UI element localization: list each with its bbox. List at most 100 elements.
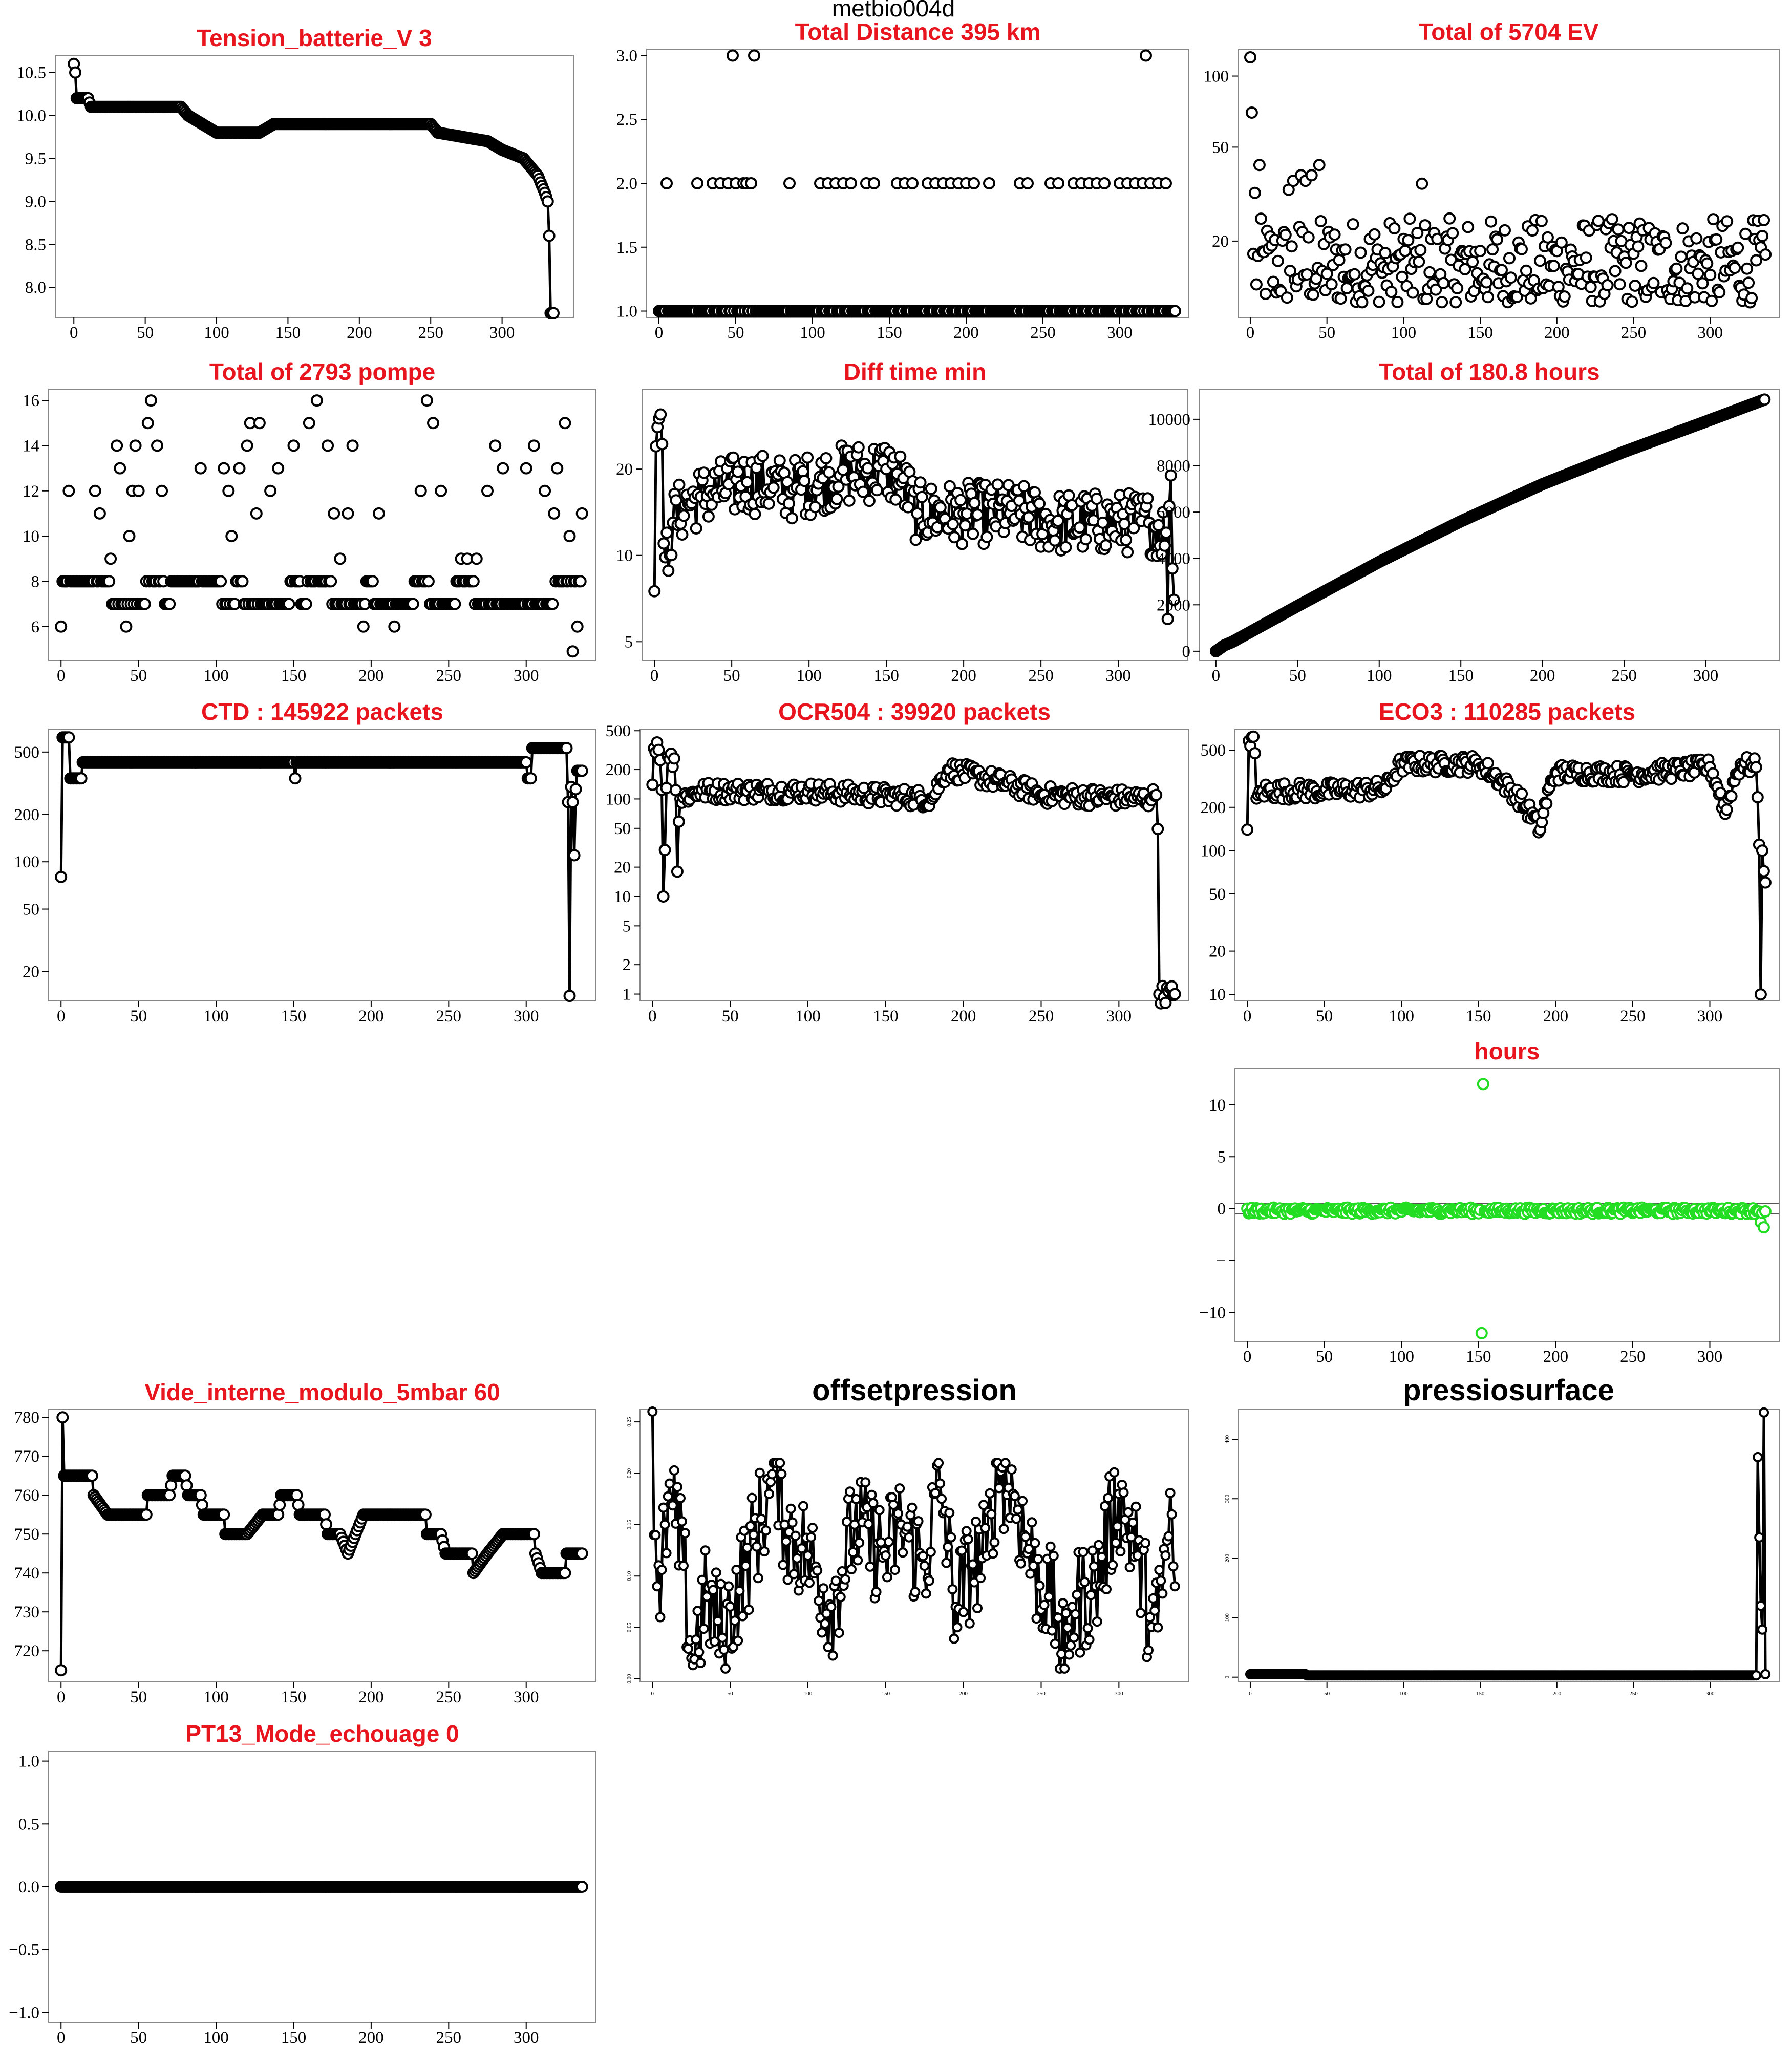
data-point	[138, 598, 151, 610]
x-tick-label: 0	[57, 1688, 66, 1706]
data-point	[427, 417, 439, 430]
data-point	[1254, 212, 1267, 225]
y-tick-label: 0.00	[626, 1674, 632, 1684]
x-tick-label: 100	[203, 1007, 229, 1026]
x-tick-label: 50	[130, 667, 147, 685]
data-point	[767, 1469, 778, 1480]
data-point	[1107, 1560, 1118, 1570]
data-point	[1437, 276, 1450, 289]
y-tick-label: 100	[1204, 68, 1229, 86]
data-point	[470, 552, 483, 565]
data-point	[888, 1500, 899, 1510]
data-point	[848, 1547, 858, 1558]
data-point	[1707, 213, 1720, 226]
data-point	[1092, 1616, 1102, 1627]
x-tick-label: 0	[648, 1007, 657, 1026]
x-tick-label: 100	[203, 667, 229, 685]
data-point	[1721, 215, 1734, 228]
data-point	[1580, 251, 1592, 264]
data-point	[807, 1523, 818, 1533]
data-point	[114, 462, 126, 475]
data-point	[1756, 230, 1769, 242]
data-point	[272, 1508, 285, 1521]
y-tick-label: 20	[23, 963, 39, 982]
y-tick-label: 4000	[1157, 550, 1190, 568]
data-point	[318, 1508, 331, 1521]
data-point	[527, 439, 540, 452]
x-tick-label: 250	[1037, 1691, 1046, 1697]
data-point	[677, 509, 690, 522]
y-tick-label: 20	[614, 859, 631, 877]
x-tick-label: 50	[1316, 1007, 1333, 1026]
y-tick-label: 8.0	[25, 279, 46, 297]
data-point	[845, 177, 857, 189]
panel-distance: Total Distance 395 km0 50 100 150 200 250 3001…	[616, 18, 1189, 342]
data-point	[863, 495, 876, 507]
data-point	[727, 451, 740, 464]
y-tick-label: 10	[1209, 986, 1226, 1004]
data-point	[1592, 215, 1605, 227]
data-point	[740, 1561, 751, 1571]
data-point	[1475, 1327, 1488, 1339]
data-point	[1096, 1551, 1107, 1562]
y-tick-label: 770	[14, 1447, 40, 1466]
data-point	[1039, 1599, 1050, 1610]
data-point	[1670, 262, 1683, 275]
data-point	[1751, 791, 1764, 803]
data-point	[86, 1469, 98, 1482]
data-point	[180, 1479, 193, 1492]
y-tick-label: 50	[614, 820, 631, 838]
data-point	[1017, 480, 1030, 493]
data-point	[654, 408, 667, 421]
y-tick-label: 0.20	[626, 1468, 632, 1478]
data-point	[782, 497, 795, 510]
data-point	[563, 990, 576, 1002]
data-point	[1420, 292, 1433, 305]
data-point	[1758, 393, 1771, 406]
data-point	[1696, 277, 1709, 290]
data-point	[1754, 988, 1767, 1001]
data-point	[690, 522, 702, 535]
data-point	[1520, 264, 1532, 277]
data-point	[783, 177, 796, 189]
data-point	[1101, 1584, 1112, 1594]
y-tick-label: 2000	[1157, 596, 1190, 614]
data-point	[520, 756, 532, 769]
data-point	[907, 1502, 918, 1513]
data-point	[1249, 747, 1262, 760]
data-point	[539, 484, 551, 497]
data-point	[547, 307, 560, 319]
x-tick-label: 250	[1028, 667, 1054, 685]
x-tick-label: 200	[358, 2029, 384, 2047]
data-point	[759, 1546, 770, 1557]
data-point	[671, 865, 684, 878]
x-tick-label: 250	[1030, 324, 1056, 342]
chart-title: CTD : 145922 packets	[201, 698, 443, 725]
data-point	[55, 870, 68, 883]
data-point	[1165, 1488, 1176, 1498]
y-tick-label: 750	[14, 1525, 40, 1544]
data-point	[854, 1538, 865, 1548]
data-point	[827, 1650, 838, 1661]
data-point	[1619, 257, 1632, 269]
chart-title: Total Distance 395 km	[795, 18, 1041, 45]
data-point	[1033, 1554, 1043, 1564]
x-tick-label: 250	[418, 324, 443, 342]
x-tick-label: 200	[959, 1691, 968, 1697]
x-tick-label: 300	[1697, 1348, 1723, 1366]
y-tick-label: 10	[1209, 1096, 1226, 1115]
plot-frame	[48, 1409, 596, 1682]
data-point	[1379, 247, 1392, 260]
panel-vide: Vide_interne_modulo_5mbar 600 50 100 150 200…	[14, 1379, 596, 1706]
chart-title: hours	[1475, 1038, 1540, 1064]
data-point	[1720, 803, 1733, 816]
data-point	[1250, 278, 1263, 291]
data-point	[963, 1534, 973, 1545]
data-point	[1089, 1561, 1099, 1572]
x-tick-label: 150	[873, 667, 899, 685]
data-point	[921, 1588, 931, 1599]
data-point	[1729, 262, 1741, 274]
data-point	[1034, 1581, 1045, 1591]
data-point	[734, 1586, 745, 1596]
y-tick-label: 10	[616, 547, 633, 565]
